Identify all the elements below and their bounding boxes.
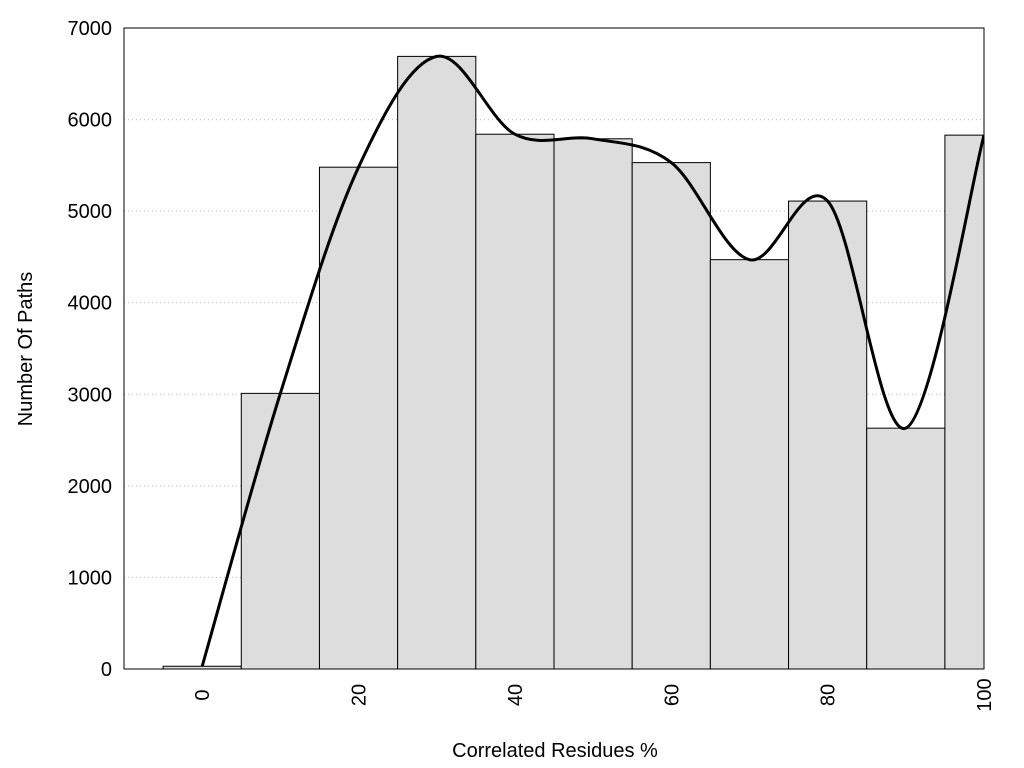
curve (200, 54, 984, 667)
bar (240, 392, 320, 669)
x-tick-label: 80 (818, 684, 840, 706)
bar (866, 427, 946, 669)
x-tick-label: 40 (505, 684, 527, 706)
bar (397, 55, 477, 669)
y-tick-label: 7000 (68, 18, 113, 40)
y-tick-label: 4000 (68, 293, 113, 315)
bar (475, 133, 555, 669)
y-axis-label: Number Of Paths (15, 272, 37, 427)
y-tick-label: 6000 (68, 110, 113, 132)
x-tick-label: 60 (661, 684, 683, 706)
y-tick-label: 1000 (68, 567, 113, 589)
bar (631, 162, 711, 669)
x-tick-label: 20 (349, 684, 371, 706)
bar (318, 166, 399, 669)
x-tick-label: 0 (192, 689, 214, 700)
bar (944, 134, 984, 669)
bar (553, 138, 633, 669)
x-tick-label: 100 (974, 678, 996, 711)
x-axis-label: Correlated Residues % (452, 740, 658, 762)
bar (709, 259, 790, 669)
plot-frame (123, 27, 985, 670)
bar (788, 200, 868, 669)
y-tick-label: 2000 (68, 476, 113, 498)
y-tick-label: 3000 (68, 384, 113, 406)
y-tick-label: 0 (101, 659, 112, 681)
y-tick-label: 5000 (68, 201, 113, 223)
plot (162, 54, 984, 669)
